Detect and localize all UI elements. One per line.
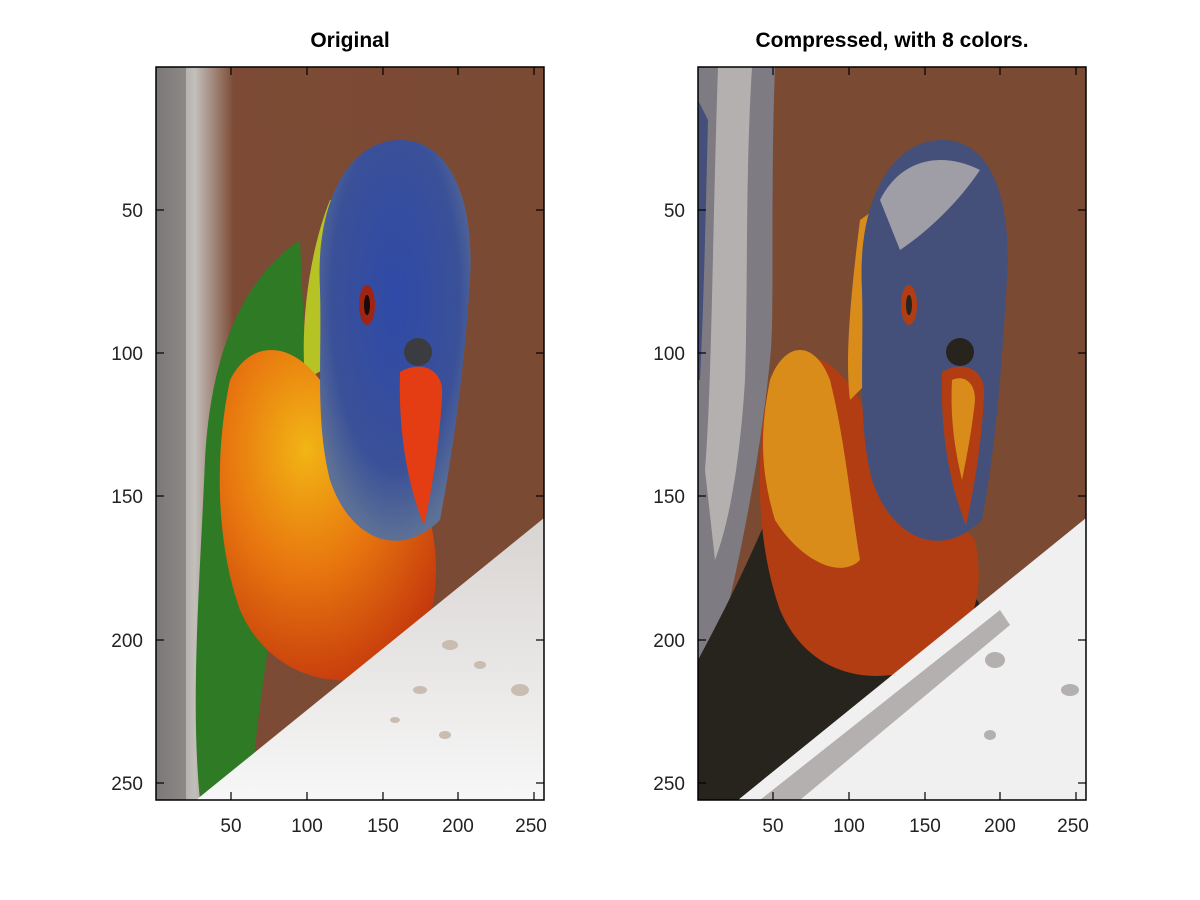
axes-frame-original xyxy=(155,66,545,801)
x-tick-label: 200 xyxy=(984,816,1016,837)
x-tick-label: 50 xyxy=(220,816,241,837)
panel-title-original: Original xyxy=(310,29,389,52)
y-tick-label: 150 xyxy=(111,487,143,508)
y-tick-label: 150 xyxy=(653,487,685,508)
x-axis-ticks-compressed xyxy=(772,67,1077,800)
y-tick-label: 250 xyxy=(653,774,685,795)
x-tick-label: 250 xyxy=(515,816,547,837)
y-axis-ticks-compressed xyxy=(698,209,1086,784)
x-axis-ticks-original xyxy=(230,67,535,800)
y-tick-label: 200 xyxy=(653,631,685,652)
panel-title-compressed: Compressed, with 8 colors. xyxy=(755,29,1028,52)
panel-original: Original xyxy=(111,29,547,837)
y-tick-label: 200 xyxy=(111,631,143,652)
compressed-image xyxy=(698,67,1086,800)
x-tick-label: 100 xyxy=(291,816,323,837)
x-tick-label: 50 xyxy=(762,816,783,837)
y-tick-label: 100 xyxy=(653,344,685,365)
x-tick-label: 100 xyxy=(833,816,865,837)
y-tick-label: 50 xyxy=(664,201,685,222)
x-tick-label: 150 xyxy=(367,816,399,837)
y-tick-label: 250 xyxy=(111,774,143,795)
y-axis-ticks-original xyxy=(156,209,544,784)
axes-frame-compressed xyxy=(697,66,1087,801)
y-tick-label: 100 xyxy=(111,344,143,365)
original-image xyxy=(156,67,544,800)
y-tick-label: 50 xyxy=(122,201,143,222)
x-tick-label: 250 xyxy=(1057,816,1089,837)
panel-compressed: Compressed, with 8 colors. xyxy=(653,29,1089,837)
x-tick-label: 150 xyxy=(909,816,941,837)
x-tick-label: 200 xyxy=(442,816,474,837)
